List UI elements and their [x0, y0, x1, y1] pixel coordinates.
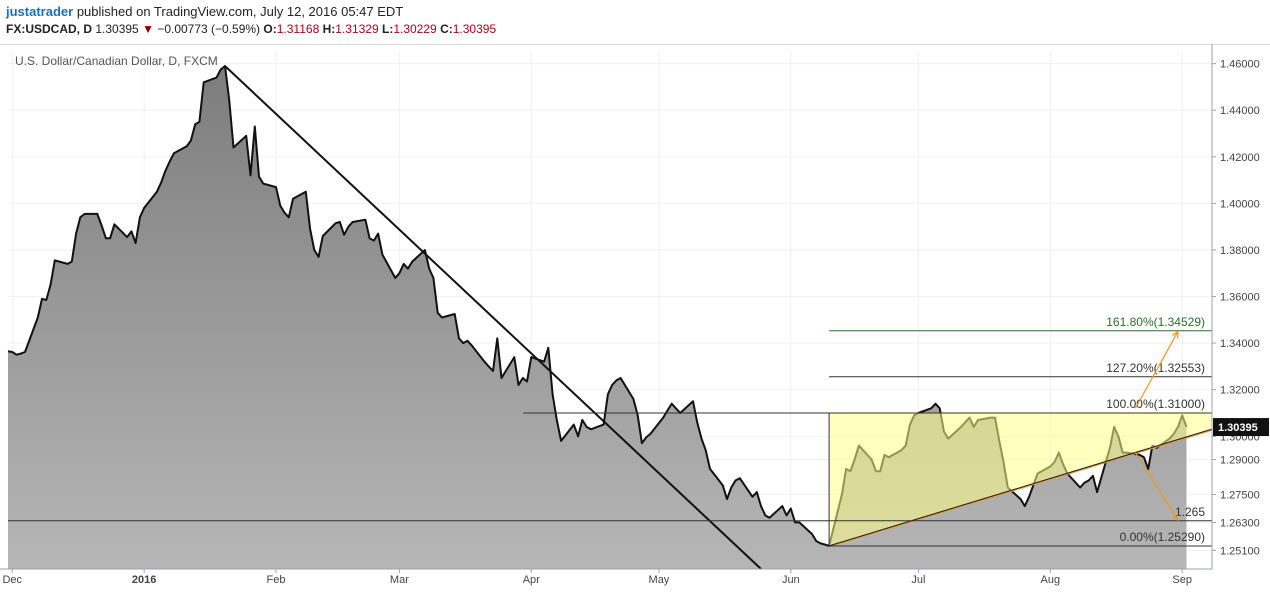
low-value: 1.30229 — [393, 22, 437, 36]
close-label: C: — [440, 22, 453, 36]
x-tick-label: Sep — [1172, 574, 1192, 586]
low-label: L: — [382, 22, 394, 36]
symbol-label[interactable]: FX:USDCAD, D — [6, 22, 92, 36]
down-arrow-head — [1171, 513, 1179, 522]
up-arrow-line — [1134, 331, 1179, 409]
author-link[interactable]: justatrader — [6, 4, 74, 19]
x-tick-label: Mar — [390, 574, 409, 586]
shaded-zone-layer — [828, 412, 1212, 546]
price-area-fill — [8, 66, 1187, 569]
y-tick-label: 1.25100 — [1220, 545, 1260, 557]
triangle-down-icon: ▼ — [142, 22, 154, 36]
x-tick-label: Jun — [782, 574, 800, 586]
published-text: published on TradingView.com, July 12, 2… — [76, 4, 404, 19]
shaded-zone — [829, 412, 1212, 546]
last-price-label: 1.30395 — [1218, 422, 1258, 434]
open-label: O: — [263, 22, 277, 36]
y-tick-label: 1.29000 — [1220, 455, 1260, 467]
chart-title: U.S. Dollar/Canadian Dollar, D, FXCM — [15, 54, 218, 68]
y-tick-label: 1.27500 — [1220, 489, 1260, 501]
down-arrow-line — [1134, 452, 1179, 521]
fib-level-label: 127.20%(1.32553) — [1106, 361, 1205, 375]
x-tick-label: Jul — [911, 574, 925, 586]
x-tick-label: Dec — [2, 574, 22, 586]
price-chart[interactable]: 0.00%(1.25290) 1.265 100.00%(1.31000) 127.2… — [0, 44, 1270, 595]
fib-level-label: 100.00%(1.31000) — [1106, 397, 1205, 411]
x-tick-label: Apr — [523, 574, 540, 586]
fib-level-label: 0.00%(1.25290) — [1120, 530, 1205, 544]
x-tick-label: Aug — [1041, 574, 1061, 586]
price-change: −0.00773 (−0.59%) — [157, 22, 261, 36]
price-area — [7, 65, 1188, 569]
x-tick-label: 2016 — [132, 574, 156, 586]
y-tick-label: 1.26300 — [1220, 517, 1260, 529]
high-value: 1.31329 — [335, 22, 379, 36]
x-tick-label: Feb — [267, 574, 286, 586]
y-tick-label: 1.34000 — [1220, 338, 1260, 350]
up-arrow-head — [1171, 330, 1179, 339]
x-tick-label: May — [649, 574, 670, 586]
high-label: H: — [322, 22, 336, 36]
y-tick-label: 1.38000 — [1220, 245, 1260, 257]
last-price-box — [1213, 418, 1269, 437]
axes: 1.46000 1.44000 1.42000 1.40000 1.38000 1.360… — [0, 44, 1269, 586]
publish-header: justatrader published on TradingView.com… — [0, 0, 1270, 45]
y-tick-label: 1.40000 — [1220, 198, 1260, 210]
close-value: 1.30395 — [452, 22, 497, 36]
drawing-layer: 0.00%(1.25290) 1.265 100.00%(1.31000) 127.2… — [8, 65, 1213, 570]
y-tick-label: 1.42000 — [1220, 152, 1260, 164]
uptrend-line — [828, 428, 1213, 547]
uptrend-line-accent — [828, 429, 1213, 548]
y-tick-label: 1.44000 — [1220, 105, 1260, 117]
fib-level-label: 1.265 — [1175, 505, 1205, 519]
downtrend-line — [224, 65, 762, 570]
y-tick-label: 1.46000 — [1220, 59, 1260, 71]
y-tick-label: 1.32000 — [1220, 385, 1260, 397]
open-value: 1.31168 — [276, 22, 320, 36]
quote-line: FX:USDCAD, D 1.30395 ▼ −0.00773 (−0.59%)… — [6, 22, 496, 36]
y-tick-label: 1.36000 — [1220, 292, 1260, 304]
published-line: justatrader published on TradingView.com… — [6, 4, 403, 19]
fib-level-label: 161.80%(1.34529) — [1106, 315, 1205, 329]
last-price: 1.30395 — [95, 22, 139, 36]
